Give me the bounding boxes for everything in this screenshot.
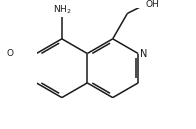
Text: N: N xyxy=(140,49,147,59)
Text: NH$_2$: NH$_2$ xyxy=(53,3,71,16)
Text: O: O xyxy=(7,49,14,58)
Text: OH: OH xyxy=(146,0,160,9)
